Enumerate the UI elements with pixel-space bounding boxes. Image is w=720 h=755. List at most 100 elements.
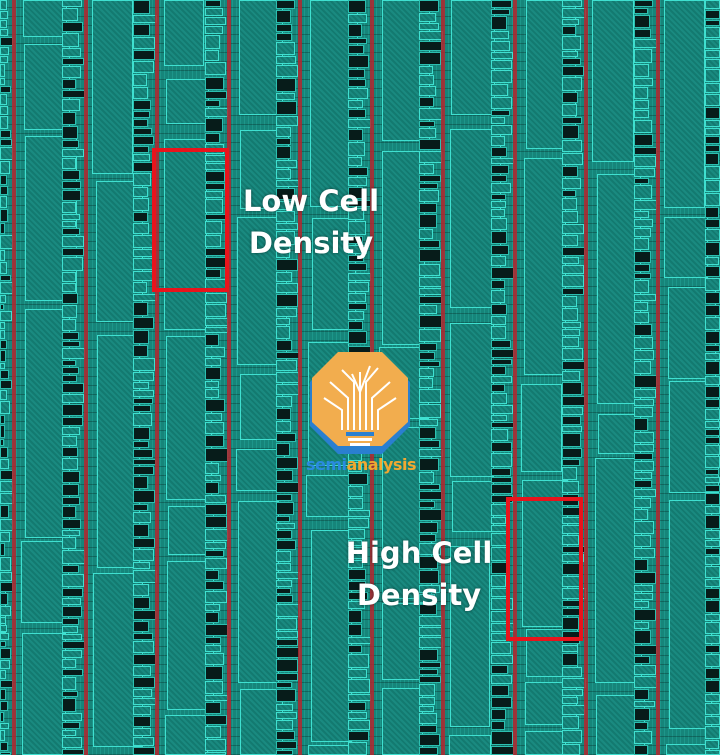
filler-cell (633, 311, 649, 324)
filler-cell (633, 535, 652, 547)
standard-cell-block (663, 216, 709, 279)
standard-cell-block (21, 633, 66, 755)
filler-cell (276, 64, 299, 77)
filler-cell (276, 231, 295, 245)
filler-cell (133, 110, 150, 119)
filler-cell (633, 721, 648, 731)
filler-cell (61, 497, 80, 506)
filler-cell (61, 564, 80, 573)
filler-cell (347, 624, 363, 637)
filler-cell (347, 176, 368, 186)
filler-cell (133, 728, 152, 736)
filler-cell (204, 132, 220, 144)
filler-cell (0, 679, 13, 689)
semianalysis-logo-icon (310, 352, 410, 454)
filler-cell (633, 0, 654, 7)
filler-cell (61, 729, 76, 737)
filler-cell (419, 296, 442, 305)
filler-cell (419, 696, 436, 705)
standard-cell-block (163, 139, 208, 331)
filler-cell (61, 304, 77, 319)
filler-cell (0, 711, 5, 722)
filler-cell (133, 14, 157, 24)
filler-cell (276, 631, 299, 638)
filler-cell (490, 303, 508, 316)
filler-cell (61, 690, 79, 697)
filler-cell (633, 744, 648, 755)
filler-cell (419, 542, 442, 556)
standard-cell-block (520, 383, 563, 472)
standard-cell-block (239, 0, 283, 116)
filler-cell (0, 64, 6, 77)
filler-cell (61, 359, 77, 367)
filler-cell (562, 65, 585, 77)
filler-cell (204, 108, 228, 118)
filler-cell (419, 403, 441, 418)
filler-cell (347, 719, 371, 731)
filler-cell (633, 472, 653, 480)
filler-cell (562, 177, 582, 189)
filler-cell (490, 708, 506, 721)
filler-cell (490, 70, 513, 83)
filler-cell (61, 697, 76, 712)
filler-cell (562, 264, 584, 275)
filler-cell (0, 208, 8, 223)
filler-cell (0, 660, 10, 669)
filler-cell (490, 453, 512, 467)
filler-cell (490, 230, 508, 245)
filler-cell (490, 289, 505, 303)
filler-cell (705, 484, 720, 493)
filler-cell (204, 413, 223, 421)
filler-cell (633, 293, 657, 302)
power-rail (584, 0, 588, 755)
filler-cell (133, 736, 155, 747)
filler-cell (562, 296, 578, 307)
filler-cell (61, 248, 84, 256)
filler-cell (61, 447, 78, 458)
power-rail (512, 0, 517, 755)
filler-cell (133, 49, 156, 61)
filler-cell (705, 716, 720, 725)
filler-cell (490, 376, 513, 383)
filler-cell (0, 250, 6, 261)
filler-cell (347, 87, 368, 99)
filler-cell (276, 603, 300, 618)
filler-cell (419, 439, 440, 449)
filler-cell (276, 168, 292, 179)
filler-cell (633, 489, 657, 497)
filler-cell (0, 593, 8, 605)
filler-cell (347, 99, 363, 108)
filler-cell (0, 196, 7, 208)
power-rail (655, 0, 660, 755)
filler-cell (204, 738, 226, 751)
filler-cell (705, 437, 720, 445)
filler-cell (490, 0, 512, 8)
filler-cell (133, 448, 153, 458)
standard-cell-block (165, 78, 210, 124)
filler-cell (0, 330, 5, 339)
filler-cell (562, 688, 584, 697)
filler-cell (633, 237, 650, 250)
filler-cell (347, 461, 363, 473)
filler-cell (61, 587, 84, 598)
filler-cell (633, 521, 654, 535)
filler-cell (419, 190, 439, 202)
filler-cell (705, 668, 720, 680)
filler-cell (490, 366, 507, 376)
filler-cell (419, 724, 438, 734)
filler-cell (276, 502, 294, 516)
filler-cell (419, 457, 440, 471)
filler-cell (419, 616, 442, 627)
filler-cell (633, 460, 655, 472)
filler-cell (133, 523, 149, 537)
standard-cell-block (165, 714, 209, 755)
filler-cell (633, 78, 653, 86)
filler-cell (633, 99, 649, 110)
filler-cell (562, 697, 579, 704)
filler-cell (204, 701, 221, 714)
filler-cell (562, 433, 582, 448)
filler-cell (419, 593, 435, 604)
filler-cell (61, 748, 85, 755)
filler-cell (633, 272, 652, 279)
filler-cell (61, 721, 81, 729)
